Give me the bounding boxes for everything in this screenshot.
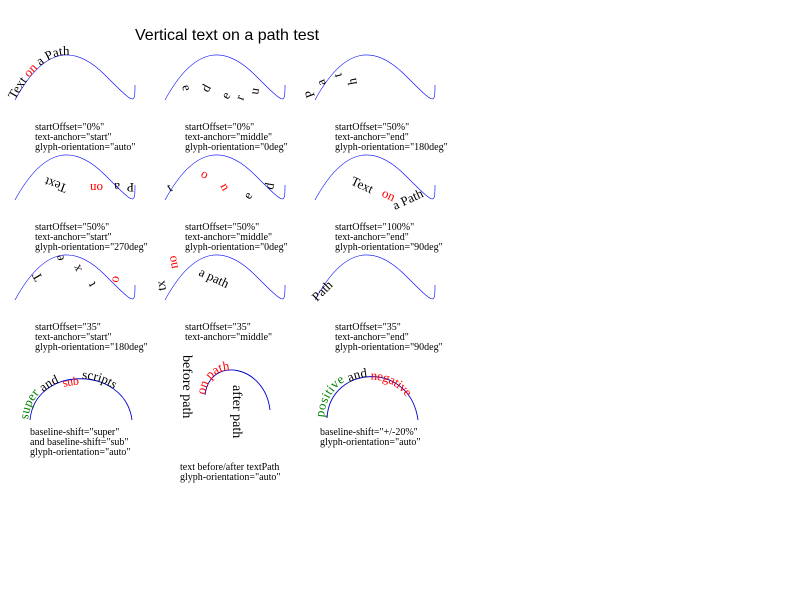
arc-path-3	[326, 376, 419, 421]
test-5-caption: startOffset="50%" text-anchor="middle" g…	[185, 222, 288, 253]
svg-text:r: r	[232, 92, 248, 102]
guide-path-5	[164, 154, 286, 201]
baseline-demo-caption: baseline-shift="super" and baseline-shif…	[30, 427, 131, 458]
test-8: tx no a path startOffset="35" text-ancho…	[152, 254, 286, 343]
before-path-text: before path	[179, 355, 194, 418]
svg-text:d: d	[198, 81, 214, 95]
guide-path-4	[14, 154, 136, 201]
svg-text:d: d	[261, 181, 277, 190]
on-path-text: on path	[193, 358, 231, 396]
svg-text:P: P	[127, 180, 134, 195]
path-text-1: Text on a Path	[5, 43, 70, 101]
svg-text:t: t	[329, 71, 345, 79]
baseline-shift-demo: super and sub scripts baseline-shift="su…	[16, 367, 133, 458]
path-text-6: Text on a Path	[349, 173, 426, 213]
svg-text:n: n	[217, 180, 233, 194]
test-6-caption: startOffset="100%" text-anchor="end" gly…	[335, 222, 443, 253]
svg-text:Text: Text	[349, 173, 376, 196]
before-after-caption: text before/after textPath glyph-orienta…	[180, 462, 282, 483]
svg-text:P: P	[301, 88, 318, 100]
guide-path-9	[314, 254, 436, 301]
svg-text:T: T	[29, 270, 46, 284]
svg-text:on: on	[380, 185, 399, 204]
test-4-caption: startOffset="50%" text-anchor="start" gl…	[35, 222, 148, 253]
arc-path-1	[29, 378, 133, 421]
guide-path-1	[14, 54, 136, 101]
arc-path-2	[204, 369, 271, 411]
svg-text:t: t	[164, 180, 175, 195]
test-8-caption: startOffset="35" text-anchor="middle"	[185, 322, 272, 343]
test-9: Path startOffset="35" text-anchor="end" …	[309, 254, 443, 353]
guide-path-3	[314, 54, 436, 101]
test-4: Text on a P startOffset="50%" text-ancho…	[14, 154, 148, 253]
guide-path-7	[14, 254, 136, 301]
test-3: P a t h startOffset="50%" text-anchor="e…	[301, 54, 448, 153]
path-text-3: P a t h	[301, 71, 360, 100]
test-1: Text on a Path startOffset="0%" text-anc…	[5, 43, 136, 153]
svg-text:e: e	[179, 83, 195, 93]
path-text-5: t o n e d	[164, 166, 277, 202]
svg-text:tx: tx	[152, 279, 169, 292]
svg-text:a: a	[313, 77, 329, 88]
test-2: e d e r u startOffset="0%" text-anchor="…	[164, 54, 288, 153]
path-text-7: T e x t o	[29, 254, 122, 290]
arc-text-3: positive and negative	[312, 365, 416, 418]
svg-text:e: e	[240, 189, 256, 202]
page-title: Vertical text on a path test	[135, 27, 320, 44]
svg-text:a: a	[114, 180, 120, 195]
svg-text:h: h	[344, 77, 360, 86]
svg-text:e: e	[218, 89, 234, 102]
svg-text:u: u	[246, 86, 262, 95]
test-1-caption: startOffset="0%" text-anchor="start" gly…	[35, 122, 135, 153]
guide-path-8	[164, 254, 286, 301]
svg-text:x: x	[68, 262, 84, 274]
guide-path-6	[314, 154, 436, 201]
test-9-caption: startOffset="35" text-anchor="end" glyph…	[335, 322, 443, 353]
path-text-9: Path	[309, 277, 336, 304]
guide-path-2	[164, 54, 286, 101]
test-5: t o n e d startOffset="50%" text-anchor=…	[164, 154, 288, 253]
before-after-demo: before path on path after path text befo…	[179, 355, 282, 483]
after-path-text: after path	[229, 385, 244, 438]
svg-text:a path: a path	[197, 264, 232, 291]
path-text-2: e d e r u	[179, 81, 262, 102]
svg-text:no: no	[164, 255, 181, 270]
shift-demo: positive and negative baseline-shift="+/…	[312, 365, 420, 448]
svg-text:t: t	[84, 279, 99, 290]
svg-text:Text: Text	[42, 174, 69, 196]
test-6: Text on a Path startOffset="100%" text-a…	[314, 154, 443, 253]
test-7-caption: startOffset="35" text-anchor="start" gly…	[35, 322, 148, 353]
svg-text:o: o	[106, 275, 122, 284]
svg-text:on: on	[90, 181, 104, 196]
test-7: T e x t o startOffset="35" text-anchor="…	[14, 254, 148, 353]
svg-text:e: e	[51, 254, 67, 263]
test-3-caption: startOffset="50%" text-anchor="end" glyp…	[335, 122, 448, 153]
svg-text:o: o	[199, 166, 212, 182]
shift-demo-caption: baseline-shift="+/-20%" glyph-orientatio…	[320, 427, 420, 448]
path-text-8: tx no a path	[152, 255, 232, 292]
arc-text-1: super and sub scripts	[16, 367, 120, 420]
test-2-caption: startOffset="0%" text-anchor="middle" gl…	[185, 122, 288, 153]
path-text-4: Text on a P	[42, 174, 134, 196]
